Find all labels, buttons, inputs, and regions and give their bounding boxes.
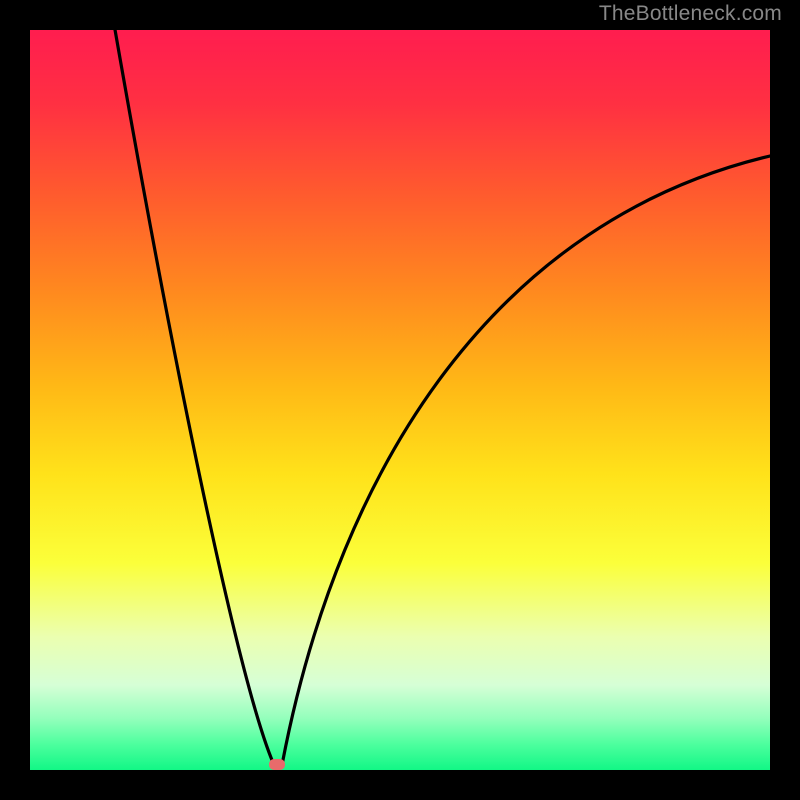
plot-area xyxy=(30,30,770,770)
chart-frame: TheBottleneck.com xyxy=(0,0,800,800)
bottleneck-curve xyxy=(114,30,770,765)
watermark-text: TheBottleneck.com xyxy=(599,2,782,26)
curve-layer xyxy=(30,30,770,770)
minimum-marker xyxy=(269,759,285,770)
